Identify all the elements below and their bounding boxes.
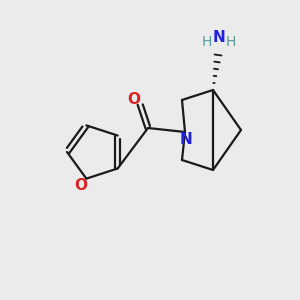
Text: O: O xyxy=(74,178,87,193)
Text: N: N xyxy=(180,133,192,148)
Text: O: O xyxy=(128,92,140,106)
Text: H: H xyxy=(202,35,212,49)
Text: N: N xyxy=(213,29,225,44)
Text: H: H xyxy=(226,35,236,49)
